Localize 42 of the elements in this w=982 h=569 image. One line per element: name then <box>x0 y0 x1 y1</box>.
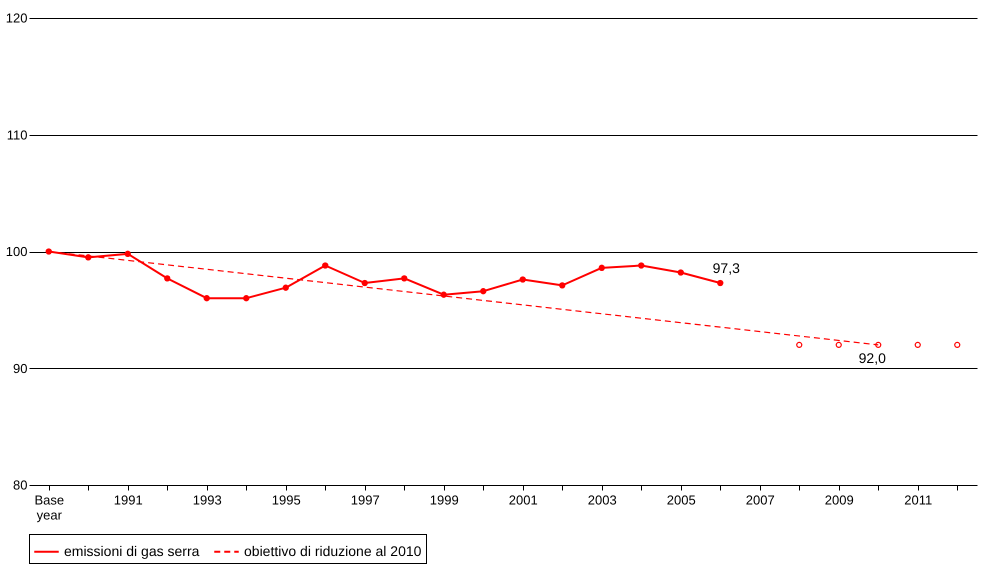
point <box>164 275 170 282</box>
x-tick-label: 2001 <box>508 492 538 508</box>
point <box>678 269 684 276</box>
x-tick-label: 2011 <box>904 492 932 508</box>
point <box>875 342 882 348</box>
x-tick-label: 2009 <box>824 492 854 508</box>
x-tick-label: 1999 <box>430 492 459 508</box>
point <box>362 280 368 286</box>
point <box>124 250 131 257</box>
x-tick-label: 1995 <box>272 492 301 508</box>
point <box>322 262 328 269</box>
x-tick-label: 1997 <box>350 492 380 508</box>
point <box>954 342 960 348</box>
point <box>440 292 447 298</box>
point <box>282 284 289 291</box>
legend-label: obiettivo di riduzione al 2010 <box>244 542 422 559</box>
x-tick-label: 1993 <box>192 492 222 508</box>
x-tick-label: Base year <box>34 492 64 522</box>
point <box>717 280 724 286</box>
data-label: 92,0 <box>858 350 886 366</box>
point <box>559 282 566 289</box>
point <box>520 276 526 283</box>
point <box>914 342 921 348</box>
point <box>401 275 408 282</box>
y-tick-label: 110 <box>6 127 28 142</box>
y-tick-label: 90 <box>13 360 28 376</box>
point <box>243 295 250 302</box>
point <box>204 295 210 302</box>
x-tick-label: 2003 <box>588 492 617 508</box>
data-label: 97,3 <box>712 260 740 276</box>
point <box>796 342 802 348</box>
x-tick-label: 1991 <box>114 492 143 508</box>
x-tick-label: 2007 <box>746 492 775 508</box>
y-tick-label: 100 <box>6 244 28 259</box>
point <box>836 342 842 348</box>
point <box>638 262 644 269</box>
point <box>480 288 486 294</box>
point <box>598 264 605 271</box>
y-tick-label: 80 <box>13 478 28 492</box>
y-tick-label: 120 <box>6 10 28 26</box>
x-tick-label: 2005 <box>666 492 696 508</box>
legend-label: emissioni di gas serra <box>64 542 200 559</box>
